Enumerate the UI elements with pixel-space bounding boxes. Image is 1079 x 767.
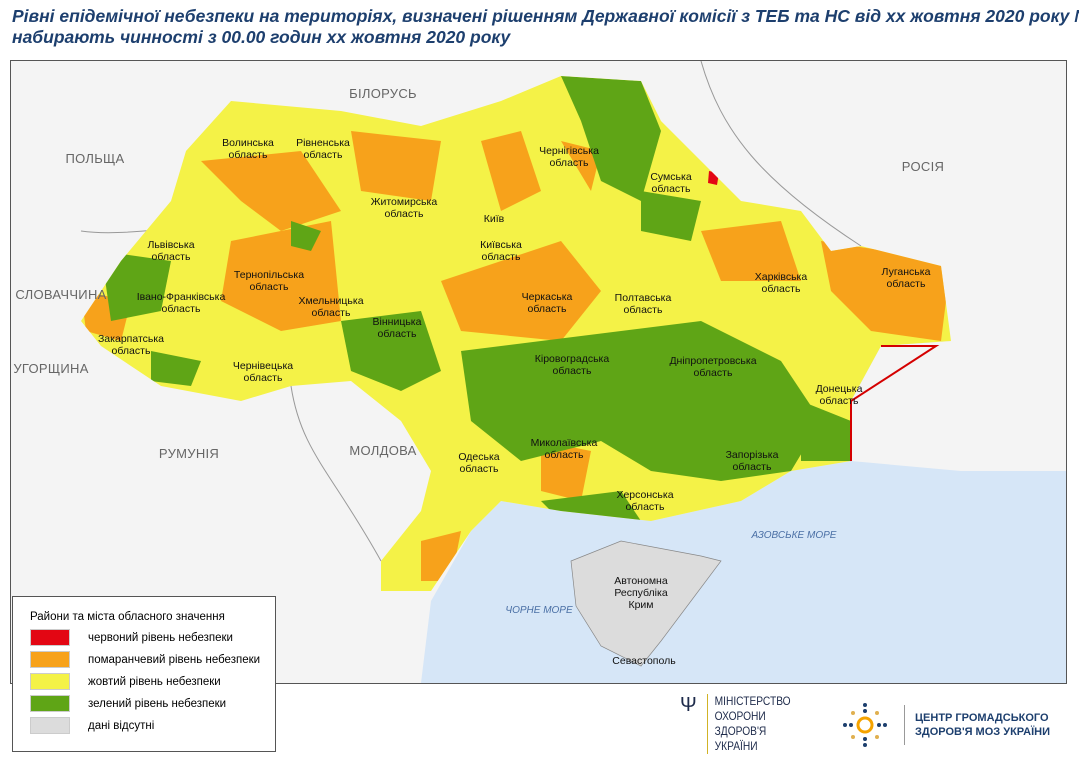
legend-item: жовтий рівень небезпеки [30,673,275,690]
country-label: СЛОВАЧЧИНА [15,287,107,302]
legend-swatch [30,651,70,668]
legend-item: помаранчевий рівень небезпеки [30,651,275,668]
legend-swatch [30,695,70,712]
legend-label: червоний рівень небезпеки [88,631,233,644]
region-label: Вінницька область [372,316,422,340]
title-line-2: набирають чинності з 00.00 годин хх жовт… [12,27,511,47]
red-zone [708,171,719,185]
title-line-1: Рівні епідемічної небезпеки на територія… [12,6,1079,26]
region-label: Дніпропетровська область [669,355,757,379]
region-label: Житомирська область [370,196,438,220]
logo-text: ОХОРОНИ [714,709,766,723]
ministry-logo: Ψ МІНІСТЕРСТВО ОХОРОНИ ЗДОРОВ'Я УКРАЇНИ [680,694,805,754]
region-label: Полтавська область [614,292,672,316]
country-label: РУМУНІЯ [158,446,220,461]
region-label: Тернопільська область [233,269,305,293]
public-health-center-logo: ЦЕНТР ГРОМАДСЬКОГО ЗДОРОВ'Я МОЗ УКРАЇНИ [840,700,1050,750]
logo-text: ЗДОРОВ'Я МОЗ УКРАЇНИ [915,726,1050,738]
legend-label: помаранчевий рівень небезпеки [88,653,261,666]
region-label: Одеська область [458,451,500,475]
map-frame: БІЛОРУСЬ ПОЛЬЩА РОСІЯ СЛОВАЧЧИНА УГОРЩИН… [10,60,1067,684]
legend-label: жовтий рівень небезпеки [88,675,221,688]
crimea-no-data [570,540,722,667]
country-label: МОЛДОВА [349,443,417,458]
region-label: Кіровоградська область [534,353,610,377]
region-label: Київ [483,213,505,225]
legend-label: зелений рівень небезпеки [88,697,227,710]
trident-icon: Ψ [680,694,697,716]
region-label: Луганська область [881,266,931,290]
legend-swatch [30,673,70,690]
legend-item: зелений рівень небезпеки [30,695,275,712]
region-label: Запорізька область [725,449,779,473]
country-label: РОСІЯ [901,159,945,174]
sea-area [421,461,1066,683]
region-label: Львівська область [147,239,195,263]
logo-text: МІНІСТЕРСТВО [714,694,791,708]
ukraine-map [80,61,1066,683]
legend-swatch [30,629,70,646]
region-label: Херсонська область [616,489,674,513]
region-label: Харківська область [754,271,808,295]
legend-label: дані відсутні [88,719,155,732]
region-label: Хмельницька область [298,295,364,319]
country-label: БІЛОРУСЬ [349,86,417,101]
region-label: Автономна Республіка Крим [614,575,668,611]
region-label: Волинська область [222,137,274,161]
region-label: Івано-Франківська область [136,291,226,315]
region-label: Миколаївська область [530,437,598,461]
region-label: Київська область [480,239,522,263]
region-label: Сумська область [650,171,692,195]
region-label: Чернівецька область [232,360,294,384]
legend-item: дані відсутні [30,717,275,734]
country-label: УГОРЩИНА [13,361,89,376]
map-legend: Райони та міста обласного значення черво… [12,596,276,752]
region-label: Закарпатська область [97,333,165,357]
legend-title: Райони та міста обласного значення [30,611,225,623]
logo-text: УКРАЇНИ [714,739,758,753]
legend-swatch [30,717,70,734]
sea-label: ЧОРНЕ МОРЕ [505,605,573,616]
region-label: Рівненська область [296,137,350,161]
logo-text: ЦЕНТР ГРОМАДСЬКОГО [915,712,1049,724]
region-label: Чернігівська область [539,145,599,169]
region-label: Севастополь [612,655,676,667]
region-label: Черкаська область [521,291,573,315]
phc-emblem-icon [843,703,887,747]
country-label: ПОЛЬЩА [65,151,125,166]
map-title: Рівні епідемічної небезпеки на територія… [12,6,1079,48]
region-label: Донецька область [815,383,863,407]
logo-text: ЗДОРОВ'Я [714,724,767,738]
legend-item: червоний рівень небезпеки [30,629,275,646]
sea-label: АЗОВСЬКЕ МОРЕ [751,530,837,541]
contact-line [850,345,940,461]
